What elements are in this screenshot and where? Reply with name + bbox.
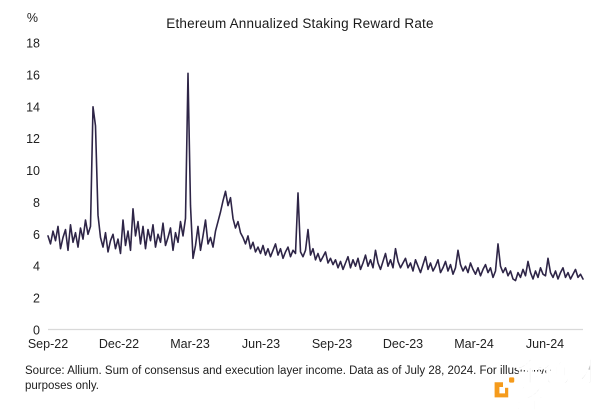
x-tick-label: Mar-24 xyxy=(454,337,494,351)
x-tick-label: Jun-24 xyxy=(526,337,564,351)
chart-title: Ethereum Annualized Staking Reward Rate xyxy=(166,16,434,31)
x-tick-label: Sep-22 xyxy=(28,337,68,351)
y-tick-label: 0 xyxy=(33,324,40,338)
y-tick-label: 14 xyxy=(26,100,40,114)
y-tick-label: 8 xyxy=(33,196,40,210)
chart-plot-area: % 0 2 4 6 8 10 12 14 16 18 Sep-22 Dec-22 Mar-23 Jun-23… xyxy=(26,11,584,351)
x-tick-label: Jun-23 xyxy=(242,337,280,351)
source-note-line1: Source: Allium. Sum of consensus and exe… xyxy=(25,365,552,377)
reward-rate-line xyxy=(47,72,584,282)
y-tick-label: 2 xyxy=(33,292,40,306)
y-tick-label: 18 xyxy=(26,37,40,51)
y-tick-label: 16 xyxy=(26,68,40,82)
jinse-finance-watermark: 金色财经 xyxy=(493,358,600,416)
y-tick-label: 4 xyxy=(33,260,40,274)
y-tick-label: 12 xyxy=(26,132,40,146)
source-note-line2: purposes only. xyxy=(25,380,99,393)
jinse-logo-icon xyxy=(494,377,515,398)
y-axis-unit-label: % xyxy=(27,11,38,25)
source-note: Source: Allium. Sum of consensus and exe… xyxy=(25,364,585,394)
x-tick-label: Dec-22 xyxy=(99,337,139,351)
x-tick-label: Dec-23 xyxy=(383,337,423,351)
watermark-text: 金色财经 xyxy=(516,358,596,416)
y-tick-label: 6 xyxy=(33,228,40,242)
y-tick-label: 10 xyxy=(26,164,40,178)
x-tick-label: Mar-23 xyxy=(170,337,210,351)
x-tick-label: Sep-23 xyxy=(312,337,352,351)
